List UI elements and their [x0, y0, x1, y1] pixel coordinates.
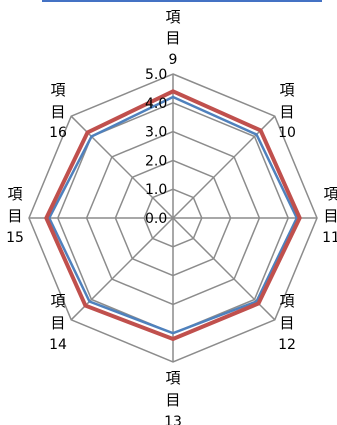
- axis-label-char: 目: [165, 391, 180, 409]
- axis-label-char: 項: [279, 292, 294, 310]
- axis-label-char: 項: [50, 81, 65, 99]
- axis-label-number: 15: [6, 230, 24, 246]
- radial-tick-label: 1.0: [145, 182, 167, 198]
- axis-label-number: 10: [278, 125, 296, 141]
- series-line: [44, 89, 302, 342]
- axis-label-char: 項: [323, 185, 337, 203]
- axis-label-char: 目: [50, 103, 65, 121]
- grid-spoke: [172, 115, 276, 219]
- radial-tick-label: 4.0: [145, 96, 167, 112]
- axis-label-number: 16: [49, 125, 67, 141]
- grid-spoke: [70, 217, 174, 321]
- axis-label-char: 目: [7, 207, 22, 225]
- radial-tick-label: 3.0: [145, 125, 167, 141]
- radial-tick-label: 2.0: [145, 153, 167, 169]
- axis-label-char: 目: [279, 314, 294, 332]
- axis-label-number: 9: [169, 52, 178, 68]
- axis-label-char: 項: [165, 8, 180, 26]
- axis-label-number: 12: [278, 337, 296, 353]
- chart-top-border: [42, 0, 322, 2]
- axis-label-char: 項: [279, 81, 294, 99]
- axis-label-number: 14: [49, 337, 67, 353]
- axis-label-char: 目: [323, 207, 337, 225]
- axis-label-char: 項: [7, 185, 22, 203]
- axis-label-char: 目: [165, 29, 180, 47]
- axis-label-number: 13: [164, 414, 182, 425]
- axis-label-number: 11: [322, 230, 337, 246]
- radial-tick-label: 0.0: [145, 211, 167, 227]
- radial-tick-label: 5.0: [145, 67, 167, 83]
- axis-label-char: 項: [165, 369, 180, 387]
- axis-label-char: 目: [50, 314, 65, 332]
- axis-label-char: 項: [50, 292, 65, 310]
- axis-label-char: 目: [279, 103, 294, 121]
- series-line: [47, 95, 299, 335]
